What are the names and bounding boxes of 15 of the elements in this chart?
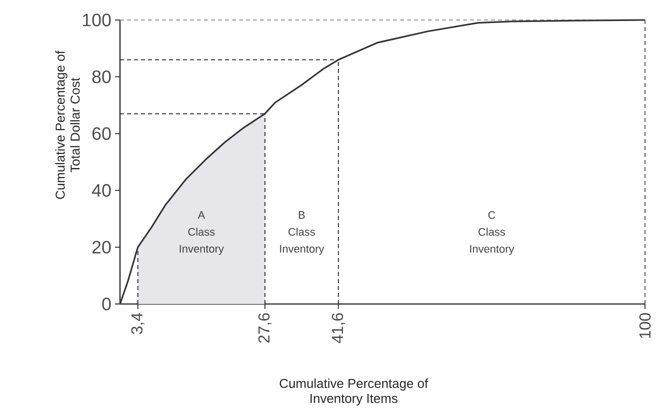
annotation: A Class Inventory [180,211,224,255]
annotation: B Class Inventory [280,211,324,255]
x-axis-title: Cumulative Percentage of Inventory Items [280,378,428,406]
x-tick-label: 27,6 [258,313,272,343]
y-tick-label: 60 [92,127,111,140]
y-tick-label: 0 [102,298,111,310]
x-tick-label: 3,4 [131,312,144,334]
x-tick-label: 100 [639,313,651,338]
y-tick-label: 80 [92,70,111,84]
y-tick-label: 40 [92,184,111,197]
y-axis-title: Cumulative Percentage of Total Dollar Cost [55,50,80,199]
annotation: C Class Inventory [470,211,514,255]
y-tick-label: 100 [82,14,111,26]
y-tick-label: 20 [92,240,111,254]
x-tick-label: 41,6 [332,313,345,344]
